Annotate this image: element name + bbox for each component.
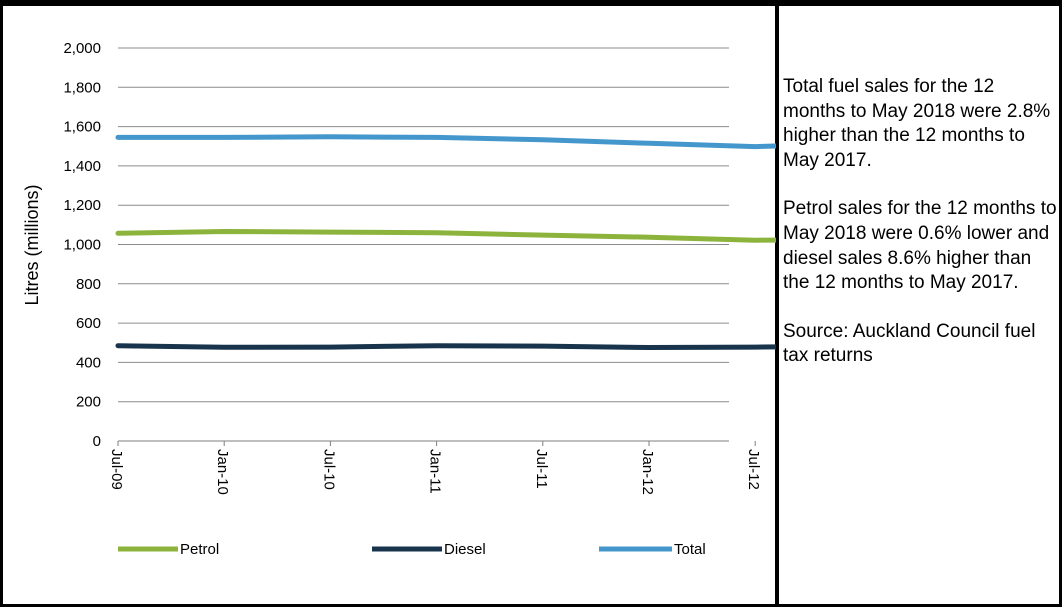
y-tick-label: 400 <box>76 354 101 371</box>
panel-divider <box>775 6 779 607</box>
legend-label-total: Total <box>674 541 706 558</box>
series-line-petrol <box>115 229 776 243</box>
fuel-sales-line-chart: 0 200 400 600 800 1,000 1,200 1,400 1,600 1,800 2,… <box>22 40 776 558</box>
y-tick-label: 1,800 <box>63 79 101 96</box>
gridlines <box>118 47 729 403</box>
series-line-total <box>115 134 776 150</box>
x-tick-label: Jul-10 <box>320 449 337 490</box>
x-tick-label: Jul-11 <box>533 449 550 489</box>
x-tick-label: Jan-10 <box>214 449 231 495</box>
legend-label-petrol: Petrol <box>180 541 219 558</box>
summary-panel: Total fuel sales for the 12 months to Ma… <box>783 75 1059 393</box>
x-tick-label: Jan-12 <box>639 449 656 495</box>
y-tick-label: 1,200 <box>63 197 101 214</box>
y-tick-label: 1,400 <box>63 158 101 175</box>
x-axis-ticks: Jul-09 Jan-10 Jul-10 Jan-11 Jul-11 Jan-12 Jul-… <box>108 441 762 495</box>
source-note: Source: Auckland Council fuel tax return… <box>783 320 1036 367</box>
x-tick-label: Jul-09 <box>108 449 125 490</box>
y-tick-label: 1,000 <box>63 237 101 254</box>
series-lines <box>115 134 776 350</box>
y-tick-label: 1,600 <box>63 119 101 136</box>
y-axis-ticks: 0 200 400 600 800 1,000 1,200 1,400 1,600 1,800 2,… <box>63 40 101 450</box>
x-tick-label: Jul-12 <box>745 449 762 490</box>
y-axis-label: Litres (millions) <box>22 184 42 305</box>
y-tick-label: 200 <box>76 394 101 411</box>
total-sales-note: Total fuel sales for the 12 months to Ma… <box>783 76 1051 171</box>
y-tick-label: 800 <box>76 276 101 293</box>
series-line-diesel <box>115 343 776 350</box>
x-tick-label: Jan-11 <box>427 449 444 494</box>
y-tick-label: 0 <box>93 433 101 450</box>
petrol-diesel-note: Petrol sales for the 12 months to May 20… <box>783 198 1057 294</box>
legend-label-diesel: Diesel <box>444 541 486 558</box>
y-tick-label: 600 <box>76 315 101 332</box>
top-border <box>0 0 1062 6</box>
y-tick-label: 2,000 <box>63 40 101 57</box>
legend: Petrol Diesel Total <box>118 541 706 558</box>
